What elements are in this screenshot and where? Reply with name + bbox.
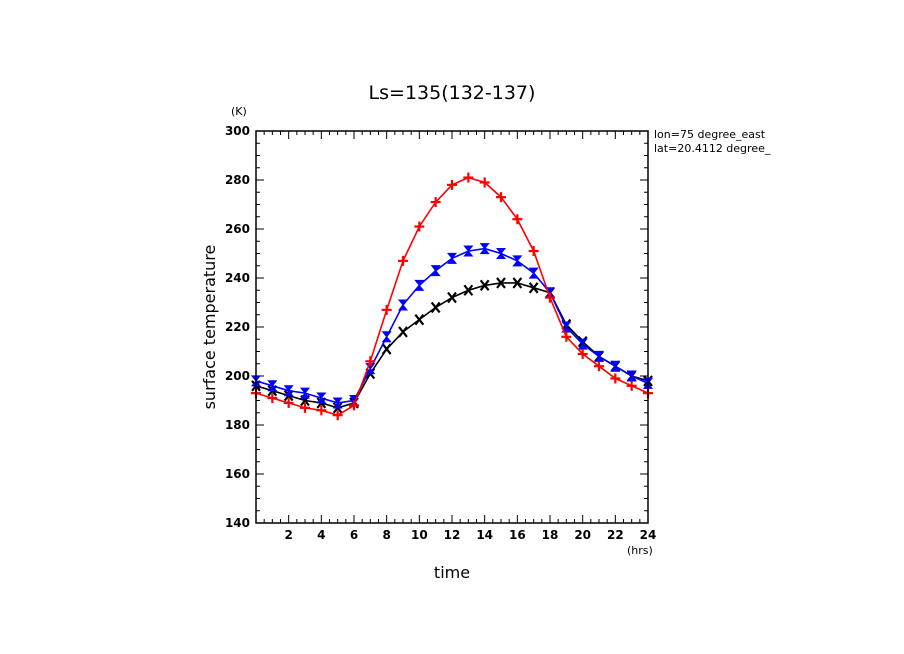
- data-point: [512, 255, 523, 267]
- x-tick-label: 12: [444, 528, 461, 542]
- x-axis-label: time: [434, 563, 470, 582]
- data-point: [414, 279, 425, 291]
- data-point: [299, 387, 311, 399]
- annotation-lon: lon=75 degree_east: [654, 128, 766, 141]
- data-point: [593, 350, 605, 362]
- data-point: [447, 179, 457, 190]
- series-layer: [250, 172, 654, 421]
- data-point: [397, 299, 409, 311]
- data-point: [381, 331, 392, 343]
- x-tick-label: 18: [542, 528, 559, 542]
- x-tick-label: 6: [350, 528, 358, 542]
- y-tick-label: 280: [225, 173, 250, 187]
- data-point: [479, 279, 490, 292]
- data-point: [267, 380, 278, 392]
- data-point: [446, 252, 458, 264]
- x-unit-label: (hrs): [627, 544, 653, 557]
- series-0: [251, 172, 653, 421]
- x-tick-label: 8: [382, 528, 390, 542]
- data-point: [528, 282, 539, 294]
- chart-title: Ls=135(132-137): [369, 82, 536, 104]
- data-point: [381, 343, 392, 355]
- data-point: [610, 360, 621, 372]
- y-tick-label: 240: [225, 271, 250, 285]
- data-point: [365, 356, 376, 367]
- x-tick-label: 20: [574, 528, 591, 542]
- data-point: [463, 284, 474, 296]
- data-point: [447, 291, 457, 304]
- data-point: [610, 373, 621, 384]
- data-point: [496, 277, 506, 289]
- data-point: [561, 331, 572, 342]
- data-point: [414, 221, 425, 232]
- data-point: [496, 192, 506, 203]
- plot-frame: [255, 130, 649, 524]
- data-point: [414, 313, 425, 326]
- x-tick-label: 2: [284, 528, 292, 542]
- data-point: [430, 197, 441, 208]
- y-tick-label: 200: [225, 369, 250, 383]
- annotation-lat: lat=20.4112 degree_: [654, 142, 771, 155]
- data-point: [316, 405, 327, 416]
- y-tick-label: 140: [225, 516, 250, 530]
- data-point: [381, 304, 392, 315]
- data-point: [332, 397, 343, 409]
- data-point: [300, 402, 310, 413]
- data-point: [316, 392, 327, 404]
- y-tick-label: 220: [225, 320, 250, 334]
- data-point: [267, 393, 278, 404]
- data-point: [463, 172, 474, 183]
- y-unit-label: (K): [231, 105, 247, 118]
- x-tick-label: 16: [509, 528, 526, 542]
- series-line-1: [255, 247, 649, 404]
- data-point: [332, 410, 343, 421]
- x-tick-label: 22: [607, 528, 624, 542]
- data-point: [561, 321, 572, 333]
- data-point: [545, 292, 555, 303]
- data-point: [479, 177, 490, 188]
- series-1: [250, 243, 654, 409]
- y-tick-label: 300: [225, 124, 250, 138]
- data-point: [430, 265, 441, 277]
- data-point: [528, 267, 539, 279]
- data-point: [594, 361, 604, 372]
- y-axis-label: surface temperature: [200, 245, 219, 410]
- data-point: [626, 370, 637, 382]
- y-tick-label: 180: [225, 418, 250, 432]
- data-point: [349, 400, 359, 411]
- data-point: [495, 248, 507, 259]
- data-point: [283, 397, 294, 408]
- y-tick-label: 160: [225, 467, 250, 481]
- x-tick-label: 14: [476, 528, 493, 542]
- x-tick-label: 10: [411, 528, 428, 542]
- data-point: [283, 385, 294, 397]
- data-point: [398, 326, 408, 338]
- data-point: [479, 243, 490, 255]
- series-line-2: [255, 282, 649, 409]
- data-point: [398, 255, 408, 266]
- data-point: [512, 214, 523, 225]
- data-point: [577, 348, 588, 359]
- x-tick-label: 24: [640, 528, 657, 542]
- data-point: [626, 380, 637, 391]
- x-tick-label: 4: [317, 528, 325, 542]
- data-point: [463, 245, 474, 257]
- data-point: [512, 277, 523, 289]
- series-2: [251, 277, 653, 414]
- data-point: [430, 301, 441, 314]
- data-point: [528, 246, 539, 257]
- y-tick-label: 260: [225, 222, 250, 236]
